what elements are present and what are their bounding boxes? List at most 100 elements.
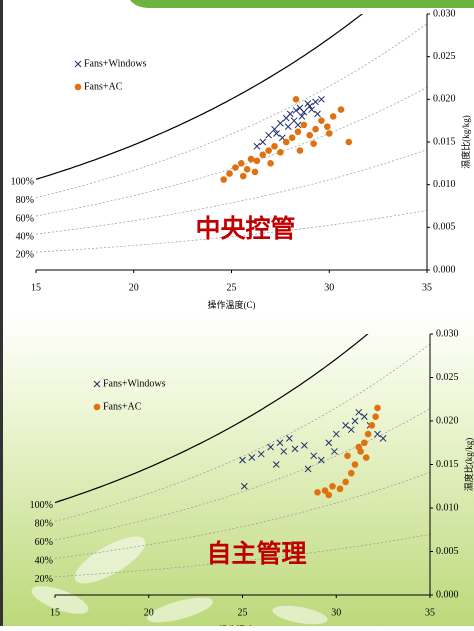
point <box>372 413 379 420</box>
y-tick-label: 0.010 <box>436 502 459 513</box>
point <box>273 130 280 137</box>
point <box>318 95 325 103</box>
point <box>329 482 336 490</box>
point <box>271 125 278 133</box>
point <box>344 452 351 460</box>
left-border <box>0 0 3 626</box>
point <box>364 430 372 438</box>
point <box>265 147 272 154</box>
point <box>312 125 319 133</box>
y-tick-label: 0.030 <box>433 8 456 19</box>
x-tick-label: 35 <box>425 607 435 618</box>
y-tick-label: 0.030 <box>436 328 459 339</box>
point <box>276 439 284 447</box>
y-tick-label: 0.010 <box>433 179 456 190</box>
point <box>259 151 267 159</box>
point <box>306 131 314 139</box>
point <box>257 450 265 458</box>
point <box>301 442 308 449</box>
rh-label: 60% <box>35 537 53 548</box>
x-axis-label: 操作溫度(C) <box>208 299 256 310</box>
point <box>304 465 312 473</box>
point <box>317 456 325 464</box>
x-tick-label: 20 <box>144 607 154 618</box>
legend-marker <box>93 403 101 411</box>
point <box>379 435 387 442</box>
plot-area <box>36 14 427 253</box>
point <box>267 443 274 451</box>
rh-curve <box>55 343 430 522</box>
point <box>308 106 316 113</box>
point <box>292 96 300 103</box>
point <box>355 443 363 451</box>
rh-curve <box>55 533 430 578</box>
point <box>355 408 363 416</box>
top-panel <box>0 0 474 313</box>
point <box>329 113 337 120</box>
x-tick-label: 30 <box>324 282 334 293</box>
point <box>294 128 302 136</box>
point <box>226 170 233 177</box>
rh-label: 20% <box>35 574 53 585</box>
point <box>314 110 321 118</box>
rh-label: 80% <box>16 195 34 206</box>
point <box>310 452 318 460</box>
point <box>259 138 267 146</box>
annotation: 中央控管 <box>195 214 295 243</box>
point <box>325 491 333 499</box>
legend-marker <box>74 83 82 91</box>
point <box>310 140 317 148</box>
rh-label: 60% <box>16 213 34 224</box>
x-tick-label: 20 <box>129 282 139 293</box>
point <box>312 98 319 106</box>
legend-marker <box>93 380 101 388</box>
rh-curve <box>36 210 427 253</box>
point <box>294 121 302 129</box>
point <box>368 422 376 429</box>
point <box>361 413 368 421</box>
rh-label: 100% <box>11 177 34 188</box>
legend-label: Fans+AC <box>103 401 142 412</box>
point <box>374 404 381 412</box>
point <box>345 138 353 146</box>
legend-label: Fans+AC <box>84 81 123 92</box>
point <box>265 131 272 139</box>
annotation: 自主管理 <box>206 539 306 568</box>
plot-area <box>55 334 430 578</box>
point <box>347 469 355 477</box>
point <box>332 430 340 438</box>
point <box>351 417 359 425</box>
point <box>336 485 344 493</box>
x-tick-label: 15 <box>50 607 60 618</box>
point <box>286 110 294 118</box>
rh-curve <box>36 87 427 217</box>
point <box>337 106 345 113</box>
point <box>342 478 349 486</box>
rh-label: 40% <box>35 556 53 567</box>
point <box>272 461 280 468</box>
rh-label: 80% <box>35 519 53 530</box>
point <box>267 160 274 167</box>
point <box>277 148 284 156</box>
x-tick-label: 25 <box>227 282 237 293</box>
y-tick-label: 0.020 <box>433 94 456 105</box>
point <box>251 168 259 176</box>
point <box>271 142 278 150</box>
point <box>284 123 292 130</box>
y-axis-label: 濕度比(kg/kg) <box>463 438 474 492</box>
y-tick-label: 0.020 <box>436 415 459 426</box>
point <box>239 456 246 464</box>
point <box>318 117 325 124</box>
rh-label: 40% <box>16 231 34 242</box>
point <box>351 461 359 468</box>
y-axis-label: 濕度比(kg/kg) <box>460 115 471 169</box>
y-tick-label: 0.015 <box>433 136 456 147</box>
point <box>325 439 333 447</box>
y-tick-label: 0.000 <box>433 264 456 275</box>
point <box>342 421 349 429</box>
point <box>291 445 299 453</box>
point <box>248 454 256 461</box>
point <box>247 155 255 163</box>
point <box>239 172 247 180</box>
